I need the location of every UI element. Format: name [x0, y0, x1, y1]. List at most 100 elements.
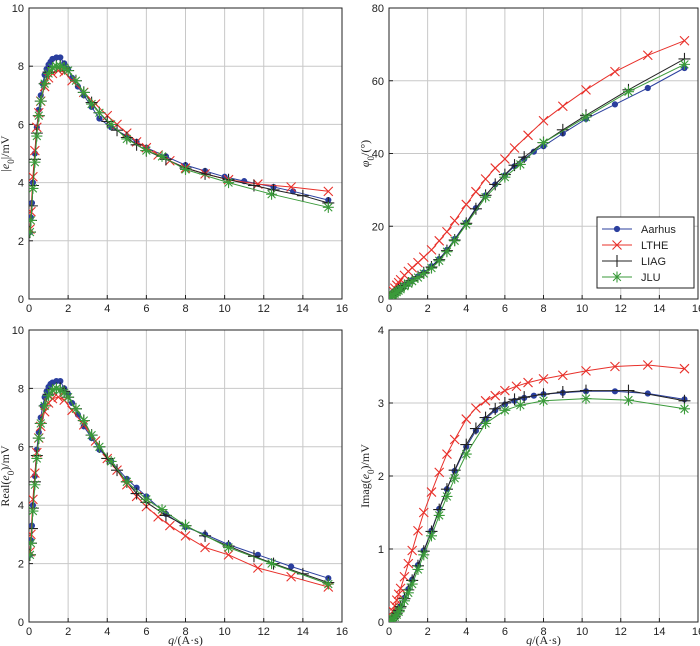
data-point-jlu: [441, 490, 453, 502]
data-point-lthe: [480, 174, 491, 184]
data-point-jlu: [58, 387, 70, 399]
x-tick-label: 14: [653, 303, 665, 315]
data-point-jlu: [70, 403, 82, 415]
data-point-jlu: [480, 191, 492, 203]
axis-label-part: e: [0, 475, 12, 481]
data-point-jlu: [31, 452, 43, 464]
data-point-jlu: [33, 110, 45, 122]
y-tick-label: 80: [372, 3, 384, 15]
data-point-jlu: [514, 399, 526, 411]
data-point-aarhus: [644, 84, 651, 92]
data-point-jlu: [70, 75, 82, 87]
data-point-aarhus: [288, 563, 295, 570]
data-point-lthe: [413, 525, 423, 536]
data-point-lthe: [403, 558, 414, 569]
y-tick-label: 2: [18, 236, 24, 248]
y-tick-label: 6: [18, 119, 24, 131]
data-point-lthe: [499, 385, 510, 396]
data-point-jlu: [58, 62, 70, 74]
data-point-jlu: [678, 403, 690, 415]
x-tick-label: 6: [502, 303, 508, 315]
x-tick-label: 6: [143, 626, 149, 638]
data-point-jlu: [29, 549, 36, 561]
data-point-jlu: [223, 542, 235, 554]
data-point-lthe: [153, 511, 164, 522]
data-point-lthe: [418, 507, 429, 518]
data-point-liag: [469, 202, 482, 215]
axis-label-part: 0: [366, 469, 376, 474]
x-tick-label: 0: [26, 303, 32, 315]
data-point-jlu: [406, 578, 418, 590]
data-point-lthe: [286, 571, 297, 582]
y-tick-label: 0: [378, 294, 384, 306]
legend-entry-liag: LIAG: [602, 255, 666, 268]
x-tick-label: 4: [463, 626, 469, 638]
data-point-lthe: [323, 186, 334, 197]
y-tick-label: 60: [372, 76, 384, 88]
y-tick-label: 3: [378, 398, 384, 410]
data-point-jlu: [678, 58, 690, 70]
data-point-lthe: [180, 530, 191, 541]
data-point-jlu: [460, 448, 472, 460]
x-tick-label: 10: [219, 303, 231, 315]
y-tick-label: 4: [18, 178, 24, 190]
data-point-lthe: [538, 115, 549, 126]
y-tick-label: 0: [18, 294, 24, 306]
axis-label-part: q: [526, 633, 532, 646]
x-tick-label: 10: [219, 626, 231, 638]
data-point-lthe: [223, 549, 234, 560]
data-point-aarhus: [611, 388, 619, 395]
axis-label-part: |/mV: [0, 135, 12, 159]
data-point-lthe: [523, 130, 533, 141]
x-tick-label: 14: [653, 626, 665, 638]
data-point-jlu: [78, 415, 90, 427]
data-point-liag: [508, 393, 521, 406]
data-point-lthe: [471, 403, 481, 413]
x-tick-label: 6: [143, 303, 149, 315]
y-tick-label: 4: [18, 500, 24, 512]
data-point-lthe: [164, 520, 175, 531]
x-tick-label: 16: [336, 626, 348, 638]
data-point-lthe: [29, 145, 40, 156]
x-tick-label: 0: [26, 626, 32, 638]
axis-label-part: e: [358, 473, 372, 479]
axis-label-part: 0: [6, 159, 16, 164]
data-point-lthe: [442, 449, 452, 459]
axis-label-part: /(A·s): [532, 633, 561, 646]
data-point-jlu: [35, 417, 47, 429]
data-point-jlu: [29, 214, 37, 226]
data-point-jlu: [35, 95, 47, 107]
data-point-jlu: [391, 609, 403, 621]
data-point-jlu: [140, 145, 152, 157]
data-point-jlu: [86, 98, 98, 110]
x-tick-label: 10: [576, 303, 588, 315]
data-point-liag: [489, 178, 502, 191]
data-point-lthe: [449, 215, 460, 226]
data-point-jlu: [62, 65, 74, 77]
legend-marker: [611, 271, 623, 283]
axis-label-part: φ: [358, 160, 372, 167]
y-tick-label: 1: [378, 544, 384, 556]
data-point-jlu: [39, 78, 51, 90]
data-point-jlu: [43, 390, 55, 402]
legend-marker: [613, 225, 621, 233]
y-tick-label: 20: [372, 221, 384, 233]
data-point-lthe: [434, 235, 445, 246]
y-axis-label: Imag(e0)/mV: [358, 444, 376, 508]
data-point-lthe: [426, 245, 437, 255]
data-point-jlu: [29, 182, 39, 194]
y-tick-label: 2: [378, 471, 384, 483]
data-point-lthe: [642, 360, 653, 370]
data-point-jlu: [425, 530, 437, 542]
legend-marker: [611, 255, 623, 267]
data-point-jlu: [398, 595, 410, 607]
y-tick-label: 4: [378, 325, 384, 337]
y-tick-label: 2: [18, 559, 24, 571]
data-point-jlu: [402, 587, 414, 599]
data-point-lthe: [480, 395, 491, 406]
x-axis-label: q/(A·s): [526, 633, 561, 646]
data-point-jlu: [322, 578, 334, 590]
legend-entry-jlu: JLU: [602, 271, 661, 284]
data-point-aarhus: [611, 101, 619, 108]
